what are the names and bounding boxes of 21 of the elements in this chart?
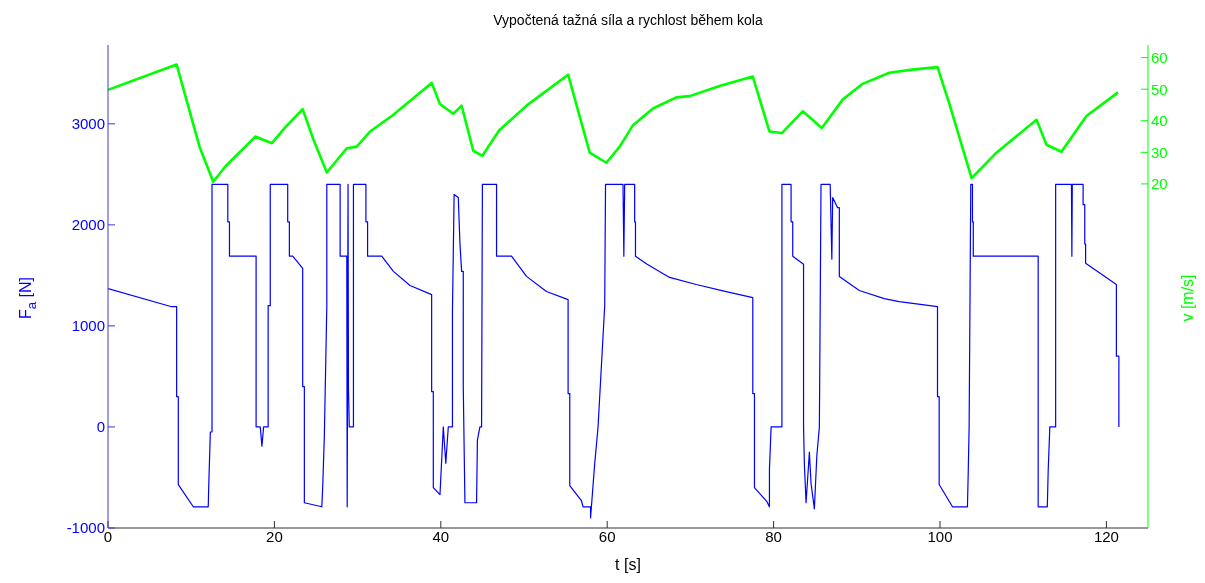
y2-tick-label: 60	[1151, 48, 1168, 66]
y2-tick-label: 30	[1151, 143, 1168, 161]
x-axis-title: t [s]	[614, 556, 642, 574]
x-tick-label: 80	[765, 527, 782, 545]
line-series	[108, 63, 1120, 183]
line-series	[108, 183, 1120, 519]
x-tick-label: 20	[266, 527, 283, 545]
x-tick-label: 40	[432, 527, 450, 545]
y-tick-label: 1000	[71, 317, 105, 335]
y2-tick-label: 50	[1151, 80, 1168, 98]
y2-tick-label: 40	[1151, 112, 1168, 130]
y-tick-label: 3000	[71, 115, 105, 133]
x-tick-label: 100	[927, 527, 953, 545]
y2-axis-title: v [m/s]	[1179, 274, 1197, 322]
x-tick-label: 60	[598, 527, 616, 545]
y2-tick-label: 20	[1151, 175, 1168, 193]
y-tick-label: -1000	[66, 519, 105, 537]
y-tick-label: 2000	[71, 216, 105, 234]
chart-title: Vypočtená tažná síla a rychlost během kola	[492, 12, 764, 28]
x-tick-label: 120	[1093, 527, 1119, 545]
y-tick-label: 0	[96, 418, 105, 436]
